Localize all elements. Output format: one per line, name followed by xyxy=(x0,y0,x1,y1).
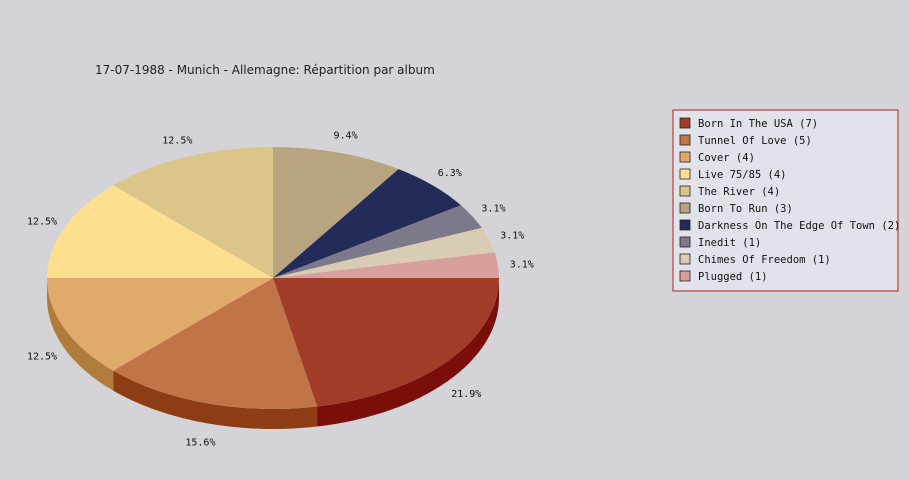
legend-label-darkness-on-the-edge-of-town: Darkness On The Edge Of Town (2) xyxy=(698,220,900,232)
pie-slice-tunnel-of-love xyxy=(113,278,318,410)
legend-swatch-plugged xyxy=(679,270,691,282)
pie-side-born-in-the-usa xyxy=(317,278,499,427)
pie-side-cover xyxy=(47,278,114,391)
pie-slice-born-to-run xyxy=(273,147,399,278)
legend-swatch-born-to-run xyxy=(679,202,691,214)
pie-3d-sides xyxy=(47,278,499,430)
pie-slice-darkness-on-the-edge-of-town xyxy=(273,169,461,278)
percent-label-born-in-the-usa: 21.9% xyxy=(451,389,481,400)
chart-title: 17-07-1988 - Munich - Allemagne: Réparti… xyxy=(95,63,435,77)
pie-slice-chimes-of-freedom xyxy=(273,227,495,278)
percent-label-the-river: 12.5% xyxy=(162,135,192,146)
legend-swatch-darkness-on-the-edge-of-town xyxy=(679,219,691,231)
legend-swatch-born-in-the-usa xyxy=(679,117,691,129)
legend-swatch-the-river xyxy=(679,185,691,197)
percent-label-inedit: 3.1% xyxy=(481,203,505,214)
percent-label-cover: 12.5% xyxy=(27,351,57,362)
legend-swatch-cover xyxy=(679,151,691,163)
legend-label-the-river: The River (4) xyxy=(698,186,780,198)
legend-swatch-chimes-of-freedom xyxy=(679,253,691,265)
legend-label-born-in-the-usa: Born In The USA (7) xyxy=(698,118,818,130)
pie-slice-the-river xyxy=(113,147,273,278)
pie-slice-inedit xyxy=(273,205,482,278)
legend-label-live-75-85: Live 75/85 (4) xyxy=(698,169,787,181)
percent-label-born-to-run: 9.4% xyxy=(334,130,358,141)
legend-box xyxy=(672,109,899,292)
pie-slice-plugged xyxy=(273,252,499,278)
pie-slice-born-in-the-usa xyxy=(273,278,499,407)
legend-label-tunnel-of-love: Tunnel Of Love (5) xyxy=(698,135,812,147)
legend: Born In The USA (7) Tunnel Of Love (5) Cov… xyxy=(672,109,900,292)
percent-label-live-75-85: 12.5% xyxy=(27,217,57,228)
percent-labels: 21.9% 15.6% 12.5% 12.5% 12.5% 9.4% 6.3% 3.1% 3.1… xyxy=(27,130,534,448)
percent-label-plugged: 3.1% xyxy=(510,259,534,270)
pie-slices xyxy=(47,147,499,410)
legend-swatch-inedit xyxy=(679,236,691,248)
legend-label-cover: Cover (4) xyxy=(698,152,755,164)
legend-swatch-live-75-85 xyxy=(679,168,691,180)
percent-label-chimes-of-freedom: 3.1% xyxy=(500,230,524,241)
legend-items: Born In The USA (7) Tunnel Of Love (5) Cov… xyxy=(679,117,900,283)
percent-label-tunnel-of-love: 15.6% xyxy=(185,438,215,449)
pie-side-tunnel-of-love xyxy=(113,370,318,430)
legend-label-inedit: Inedit (1) xyxy=(698,237,761,249)
legend-label-born-to-run: Born To Run (3) xyxy=(698,203,793,215)
pie-slice-cover xyxy=(47,278,273,371)
legend-label-plugged: Plugged (1) xyxy=(698,271,768,283)
legend-swatch-tunnel-of-love xyxy=(679,134,691,146)
percent-label-darkness-on-the-edge-of-town: 6.3% xyxy=(438,168,462,179)
legend-label-chimes-of-freedom: Chimes Of Freedom (1) xyxy=(698,254,831,266)
pie-slice-live-75-85 xyxy=(47,185,273,278)
